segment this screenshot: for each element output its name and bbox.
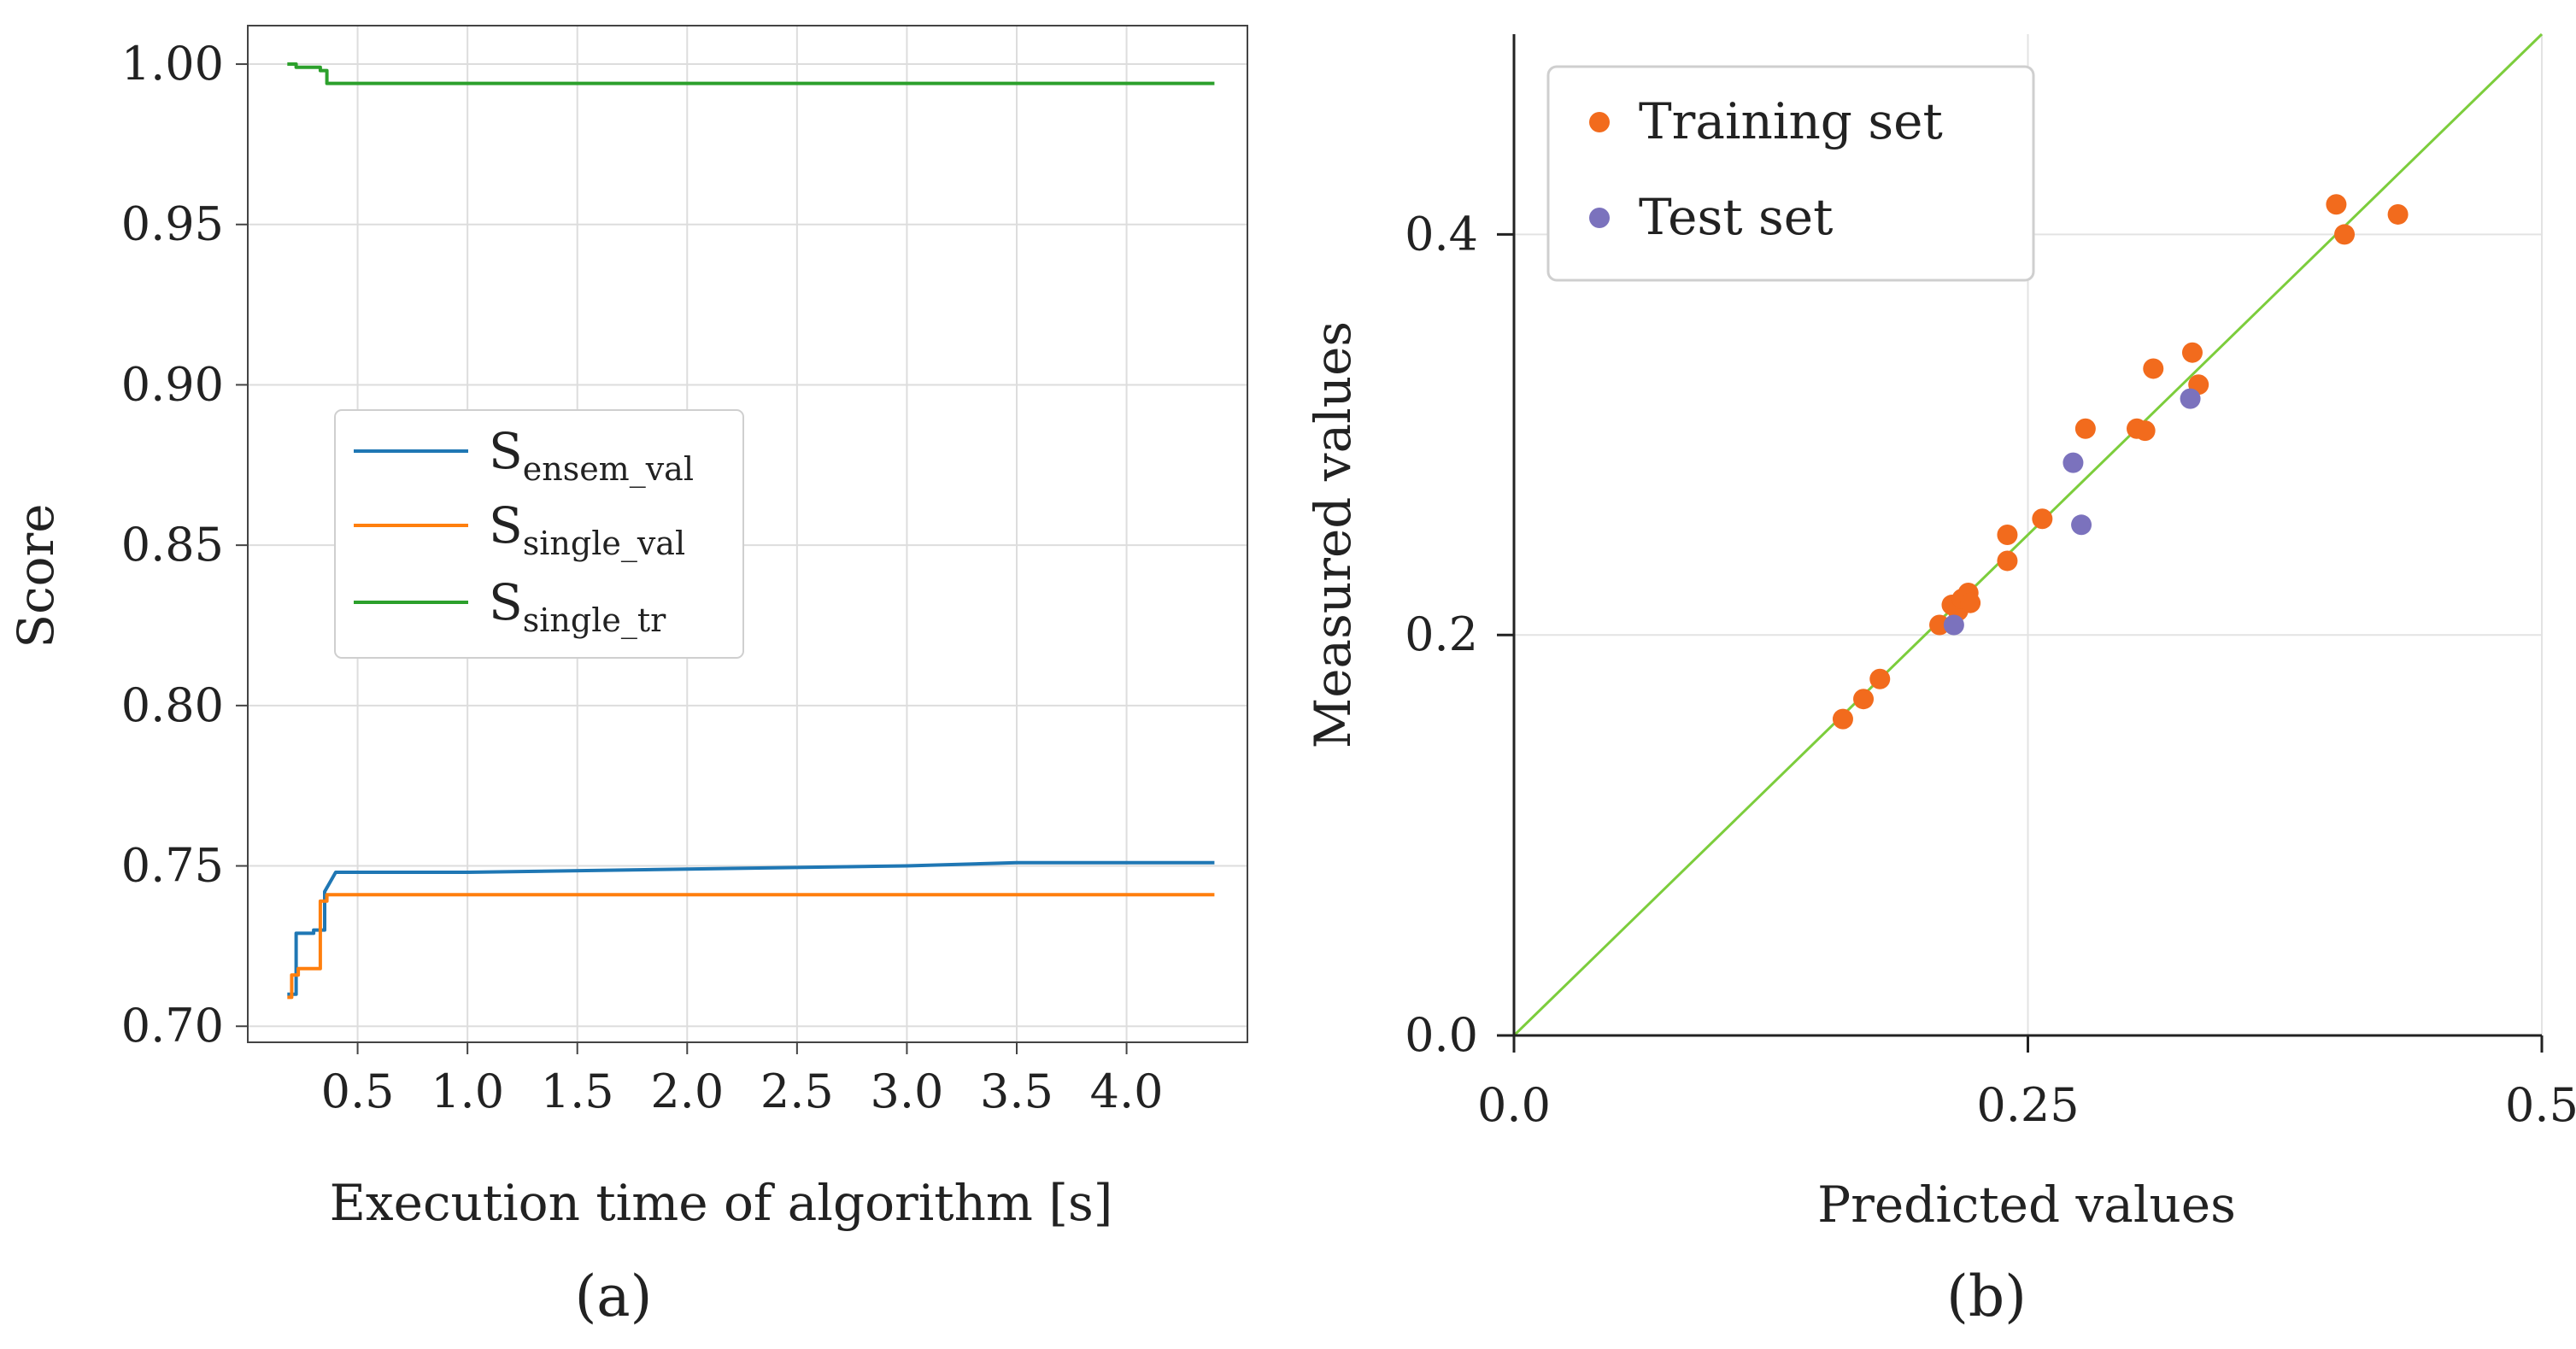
panel-b-caption: (b) — [1946, 1264, 2027, 1329]
y-tick-label: 0.80 — [121, 678, 224, 732]
y-tick-label: 0.2 — [1405, 607, 1478, 661]
panel-b-y-axis-label: Measured values — [1304, 321, 1362, 748]
legend-label-test-set: Test set — [1639, 188, 1833, 246]
panel-b-legend: Training set Test set — [1546, 65, 2035, 282]
panel-a-x-ticks: 0.5 1.0 1.5 2.0 2.5 3.0 3.5 4.0 — [321, 1042, 1164, 1118]
point-training-set — [1997, 525, 2018, 545]
x-tick-label: 1.5 — [541, 1065, 614, 1118]
point-training-set — [1960, 592, 1981, 613]
point-training-set — [2326, 194, 2347, 215]
series-line-single-val — [287, 893, 1215, 1000]
y-tick-label: 0.70 — [121, 999, 224, 1053]
point-training-set — [2387, 203, 2409, 225]
point-test-set — [2063, 452, 2084, 473]
x-tick-label: 1.0 — [431, 1065, 504, 1118]
point-training-set — [1869, 668, 1891, 689]
panel-a: 0.5 1.0 1.5 2.0 2.5 3.0 3.5 4.0 0.70 0.75 0.80 0.8… — [7, 25, 1248, 1329]
legend-label-training-set: Training set — [1639, 92, 1943, 150]
panel-a-x-axis-label: Execution time of algorithm [s] — [330, 1174, 1113, 1232]
y-tick-label: 1.00 — [121, 37, 224, 91]
legend-label-single-tr: Ssingle_tr — [489, 573, 666, 640]
y-tick-label: 0.4 — [1405, 207, 1478, 261]
series-line-single-tr — [287, 62, 1215, 85]
x-tick-label: 4.0 — [1090, 1065, 1164, 1118]
x-tick-label: 0.25 — [1976, 1078, 2079, 1132]
y-tick-label: 0.85 — [121, 518, 224, 572]
panel-b-y-ticks: 0.0 0.2 0.4 — [1405, 207, 1514, 1062]
legend-label-ensem-val: Sensem_val — [489, 422, 694, 489]
panel-b-x-axis-label: Predicted values — [1817, 1176, 2236, 1234]
panel-a-y-ticks: 0.70 0.75 0.80 0.85 0.90 0.95 1.00 — [121, 37, 248, 1053]
x-tick-label: 0.5 — [321, 1065, 395, 1118]
x-tick-label: 2.5 — [760, 1065, 834, 1118]
y-tick-label: 0.0 — [1405, 1008, 1478, 1062]
panel-b: 0.0 0.25 0.5 0.0 0.2 0.4 Training set Test s… — [1304, 32, 2576, 1329]
y-tick-label: 0.90 — [121, 357, 224, 411]
panel-b-x-ticks: 0.0 0.25 0.5 — [1477, 1035, 2576, 1132]
y-tick-label: 0.75 — [121, 839, 224, 893]
x-tick-label: 3.5 — [980, 1065, 1053, 1118]
y-tick-label: 0.95 — [121, 197, 224, 251]
x-tick-label: 2.0 — [650, 1065, 724, 1118]
series-line-ensem-val — [287, 860, 1215, 996]
panel-a-series — [287, 62, 1215, 1000]
panel-a-plot-frame — [247, 25, 1248, 1043]
point-training-set — [1929, 614, 1951, 636]
point-training-set — [2074, 418, 2096, 439]
point-training-set — [1853, 689, 1875, 710]
point-training-set — [2181, 342, 2203, 363]
legend-marker-test-set — [1589, 208, 1610, 228]
point-training-set — [1997, 550, 2018, 572]
point-training-set — [2134, 420, 2156, 442]
point-test-set — [2071, 514, 2092, 536]
x-tick-label: 0.5 — [2505, 1078, 2576, 1132]
legend-marker-training-set — [1589, 112, 1610, 132]
point-training-set — [1832, 708, 1853, 730]
point-training-set — [2032, 508, 2053, 530]
panel-a-caption: (a) — [575, 1264, 653, 1329]
x-tick-label: 3.0 — [870, 1065, 943, 1118]
panel-b-points — [1832, 194, 2409, 730]
point-test-set — [1943, 614, 1964, 636]
x-tick-label: 0.0 — [1477, 1078, 1551, 1132]
point-training-set — [2334, 224, 2356, 245]
legend-box — [1546, 65, 2035, 282]
point-training-set — [2143, 358, 2164, 379]
panel-a-legend: Sensem_val Ssingle_val Ssingle_tr — [334, 409, 744, 659]
point-test-set — [2180, 388, 2201, 409]
panel-a-y-axis-label: Score — [7, 503, 65, 648]
legend-box — [334, 409, 744, 659]
panel-b-reference-line — [1512, 32, 2544, 1037]
legend-label-single-val: Ssingle_val — [489, 496, 685, 563]
